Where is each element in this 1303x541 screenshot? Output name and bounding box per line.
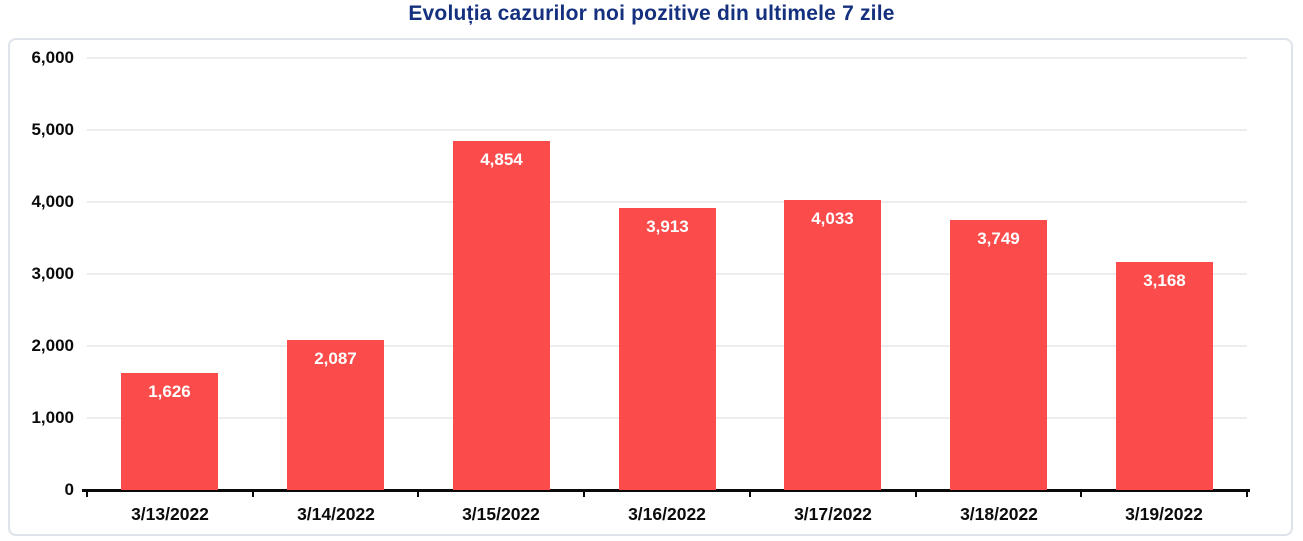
x-axis-label: 3/15/2022: [462, 504, 540, 524]
gridline: [87, 57, 1247, 59]
y-axis-label: 1,000: [31, 408, 74, 427]
bar: 3,168: [1116, 262, 1213, 490]
y-axis-label: 0: [64, 480, 74, 499]
x-axis-tick: [1246, 490, 1248, 497]
y-axis-label: 6,000: [31, 48, 74, 67]
bar-value-label: 2,087: [314, 349, 357, 368]
y-axis-label: 3,000: [31, 264, 74, 283]
x-axis-tick: [86, 490, 88, 497]
bar-value-label: 1,626: [148, 382, 191, 401]
x-axis-label: 3/17/2022: [794, 504, 872, 524]
bar: 4,033: [784, 200, 881, 490]
bar: 1,626: [121, 373, 218, 490]
bar: 3,913: [619, 208, 716, 490]
x-axis-label: 3/18/2022: [960, 504, 1038, 524]
x-axis-label: 3/13/2022: [131, 504, 209, 524]
y-axis-label: 4,000: [31, 192, 74, 211]
x-axis-tick: [417, 490, 420, 497]
x-axis-tick: [251, 490, 254, 497]
x-axis-label: 3/14/2022: [297, 504, 375, 524]
x-axis-tick: [1080, 490, 1083, 497]
bar-value-label: 3,749: [977, 229, 1020, 248]
gridline: [87, 201, 1247, 203]
plot-area: 0 1,000 2,000 3,000 4,000 5,000 6,000 1,626 3/13…: [31, 48, 1250, 524]
bar-value-label: 3,913: [646, 217, 689, 236]
x-axis-line: [82, 489, 1250, 492]
bar: 2,087: [287, 340, 384, 490]
x-axis-label: 3/16/2022: [628, 504, 706, 524]
bar-value-label: 3,168: [1143, 271, 1186, 290]
x-axis-tick: [914, 490, 917, 497]
bar: 4,854: [453, 141, 550, 490]
gridline: [87, 129, 1247, 131]
bar: 3,749: [950, 220, 1047, 490]
bar-value-label: 4,854: [480, 150, 523, 169]
chart-title: Evoluția cazurilor noi pozitive din ulti…: [408, 2, 895, 25]
x-axis-label: 3/19/2022: [1125, 504, 1203, 524]
y-axis-label: 5,000: [31, 120, 74, 139]
bar-value-label: 4,033: [811, 209, 854, 228]
x-axis-tick: [583, 490, 586, 497]
x-axis-tick: [748, 490, 751, 497]
y-axis-label: 2,000: [31, 336, 74, 355]
chart-frame: 0 1,000 2,000 3,000 4,000 5,000 6,000 1,626 3/13…: [8, 38, 1293, 536]
